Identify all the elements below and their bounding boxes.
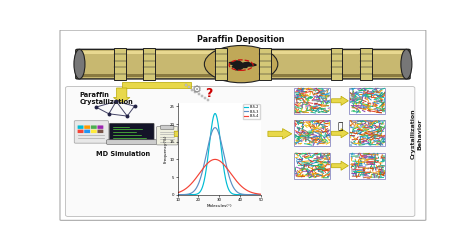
Text: 💡: 💡 xyxy=(337,122,343,131)
Text: Modeling: Modeling xyxy=(210,186,248,191)
B-S-3 xyxy=(202,160,208,163)
B-S-2 xyxy=(208,133,213,136)
Text: Crystallization
Behavior: Crystallization Behavior xyxy=(410,109,422,159)
B-S-4 xyxy=(175,191,181,194)
FancyBboxPatch shape xyxy=(78,125,83,129)
Polygon shape xyxy=(331,96,348,105)
B-S-4 xyxy=(212,158,218,161)
B-S-2 xyxy=(175,193,181,196)
B-S-4 xyxy=(185,186,191,189)
FancyBboxPatch shape xyxy=(360,48,372,80)
B-S-2 xyxy=(185,193,191,196)
B-S-4 xyxy=(235,181,241,184)
Line: B-S-3: B-S-3 xyxy=(178,128,261,195)
B-S-3 xyxy=(212,126,218,129)
B-S-3 xyxy=(235,191,241,194)
B-S-3 xyxy=(185,193,191,196)
Polygon shape xyxy=(113,88,130,103)
Text: ⚙: ⚙ xyxy=(192,85,202,95)
B-S-4 xyxy=(228,171,233,174)
B-S-2 xyxy=(228,190,233,193)
B-S-4 xyxy=(236,182,241,185)
Polygon shape xyxy=(331,129,348,138)
FancyBboxPatch shape xyxy=(349,120,385,146)
FancyBboxPatch shape xyxy=(122,82,191,88)
FancyBboxPatch shape xyxy=(349,153,385,179)
Polygon shape xyxy=(268,128,292,139)
Ellipse shape xyxy=(204,46,278,83)
FancyBboxPatch shape xyxy=(76,49,410,79)
B-S-2 xyxy=(202,176,208,179)
FancyBboxPatch shape xyxy=(107,140,157,144)
FancyBboxPatch shape xyxy=(98,125,103,129)
FancyBboxPatch shape xyxy=(98,130,103,133)
FancyBboxPatch shape xyxy=(143,48,155,80)
FancyBboxPatch shape xyxy=(349,88,385,114)
B-S-2 xyxy=(212,112,218,115)
Text: MD Simulation: MD Simulation xyxy=(97,151,151,157)
B-S-3 xyxy=(228,178,233,181)
B-S-4 xyxy=(208,159,213,162)
B-S-4 xyxy=(258,193,264,196)
Ellipse shape xyxy=(74,49,85,79)
B-S-2 xyxy=(258,193,264,196)
FancyBboxPatch shape xyxy=(74,121,109,143)
Text: ?: ? xyxy=(205,87,213,100)
FancyBboxPatch shape xyxy=(331,48,343,80)
B-S-2 xyxy=(235,193,241,196)
FancyBboxPatch shape xyxy=(84,130,90,133)
Y-axis label: Frequency(%): Frequency(%) xyxy=(164,135,168,163)
FancyBboxPatch shape xyxy=(294,88,330,114)
Text: Paraffin Deposition: Paraffin Deposition xyxy=(197,35,285,44)
Polygon shape xyxy=(229,61,256,70)
FancyBboxPatch shape xyxy=(109,123,154,142)
B-S-4 xyxy=(202,165,208,168)
X-axis label: Molecules(°): Molecules(°) xyxy=(206,204,232,208)
Ellipse shape xyxy=(401,49,412,79)
Polygon shape xyxy=(174,128,205,139)
FancyBboxPatch shape xyxy=(161,125,174,129)
FancyBboxPatch shape xyxy=(294,153,330,179)
FancyBboxPatch shape xyxy=(91,125,97,129)
FancyBboxPatch shape xyxy=(259,48,271,80)
FancyBboxPatch shape xyxy=(114,48,126,80)
Line: B-S-4: B-S-4 xyxy=(178,159,261,194)
FancyBboxPatch shape xyxy=(294,120,330,146)
B-S-3 xyxy=(208,134,213,137)
B-S-3 xyxy=(175,193,181,196)
Legend: B-S-2, B-S-3, B-S-4: B-S-2, B-S-3, B-S-4 xyxy=(243,104,260,120)
Line: B-S-2: B-S-2 xyxy=(178,114,261,195)
B-S-2 xyxy=(236,193,241,196)
FancyBboxPatch shape xyxy=(215,48,227,80)
B-S-3 xyxy=(236,191,241,194)
B-S-3 xyxy=(258,193,264,196)
FancyBboxPatch shape xyxy=(91,130,97,133)
FancyBboxPatch shape xyxy=(80,51,406,55)
FancyBboxPatch shape xyxy=(78,130,83,133)
FancyBboxPatch shape xyxy=(65,87,415,217)
Polygon shape xyxy=(331,161,348,170)
FancyBboxPatch shape xyxy=(156,126,178,145)
FancyBboxPatch shape xyxy=(80,74,406,77)
FancyBboxPatch shape xyxy=(84,125,90,129)
Text: Paraffin
Crystallization: Paraffin Crystallization xyxy=(80,92,133,105)
